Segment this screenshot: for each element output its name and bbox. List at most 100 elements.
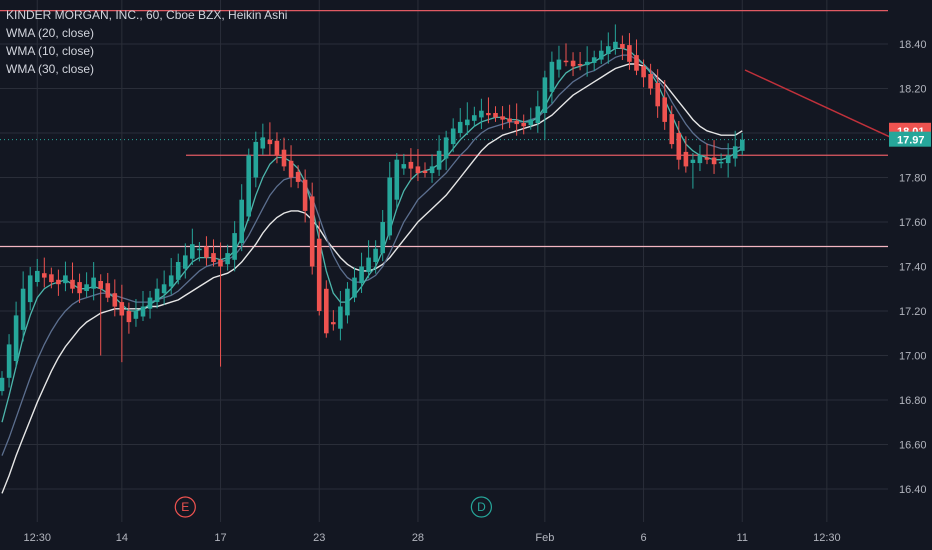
- candle-body: [91, 277, 96, 289]
- time-tick-label: 23: [313, 532, 325, 544]
- candle-body: [683, 151, 689, 167]
- candle-body: [507, 118, 512, 122]
- candle-body: [648, 74, 653, 89]
- candle-body: [599, 50, 604, 60]
- candle-body: [140, 306, 146, 317]
- candle-body: [479, 110, 484, 118]
- candle-body: [655, 82, 660, 107]
- candle-body: [472, 115, 477, 121]
- event-marker-circle[interactable]: [470, 496, 492, 518]
- candle-body: [345, 288, 350, 316]
- candle-body: [415, 166, 421, 174]
- candle-body: [295, 171, 301, 182]
- candle-body: [613, 41, 618, 49]
- candle-body: [20, 288, 26, 330]
- candle-body: [253, 141, 259, 178]
- time-tick-label: 12:30: [813, 532, 841, 544]
- candle-body: [288, 160, 294, 178]
- candle-body: [570, 60, 576, 67]
- candle-body: [98, 281, 103, 289]
- price-tick-label: 16.40: [899, 484, 927, 496]
- candle-body: [521, 123, 526, 127]
- candle-body: [197, 248, 202, 251]
- candle-body: [704, 157, 710, 160]
- wma10-line: [1, 47, 743, 423]
- candle-body: [63, 275, 68, 284]
- chart-grid: [0, 0, 888, 522]
- candle-body: [408, 161, 414, 169]
- candle-body: [119, 302, 125, 316]
- candle-body: [556, 59, 562, 70]
- candle-body: [528, 119, 534, 126]
- candle-body: [133, 311, 139, 319]
- candle-body: [591, 57, 597, 63]
- candle-body: [634, 55, 639, 71]
- symbol-title[interactable]: KINDER MORGAN, INC., 60, Cboe BZX, Heiki…: [6, 8, 288, 22]
- price-badge-bg: [889, 131, 931, 147]
- time-axis[interactable]: 12:30 14 17 23 28 Feb 6 11 12:30: [23, 532, 840, 544]
- wma20-label[interactable]: WMA (20, close): [6, 26, 95, 40]
- candle-body: [316, 238, 322, 311]
- candle-body: [577, 64, 583, 66]
- candle-body: [380, 222, 385, 254]
- price-tick-label: 17.40: [899, 262, 927, 274]
- candle-body: [147, 297, 153, 309]
- trend-line[interactable]: [744, 69, 891, 138]
- candle-body: [422, 170, 428, 173]
- candle-body: [641, 66, 646, 78]
- price-tick-label: 16.80: [899, 395, 927, 407]
- candle-body: [563, 60, 569, 63]
- candle-body: [42, 273, 47, 278]
- time-tick-label: 6: [640, 532, 646, 544]
- candle-body: [662, 97, 667, 122]
- candle-body: [309, 196, 315, 267]
- price-tick-label: 17.00: [899, 351, 927, 363]
- price-tick-label: 17.80: [899, 173, 927, 185]
- wma10-label[interactable]: WMA (10, close): [6, 44, 95, 58]
- chart-legend: KINDER MORGAN, INC., 60, Cboe BZX, Heiki…: [6, 6, 287, 78]
- candle-body: [697, 155, 703, 164]
- candle-body: [232, 233, 237, 260]
- candle-body: [366, 257, 371, 273]
- candle-body: [0, 377, 5, 392]
- candle-body: [606, 46, 611, 54]
- candle-body: [77, 282, 82, 294]
- candle-body: [84, 284, 89, 291]
- candle-body: [457, 121, 463, 133]
- price-axis[interactable]: 18.4018.2018.0017.8017.6017.4017.2017.00…: [899, 39, 927, 496]
- time-tick-label: 11: [737, 532, 748, 544]
- candle-body: [450, 128, 456, 145]
- candle-body: [711, 157, 717, 165]
- candle-body: [246, 155, 251, 217]
- candle-body: [175, 262, 181, 280]
- wma30-label[interactable]: WMA (30, close): [6, 62, 95, 76]
- candle-body: [584, 61, 590, 66]
- candle-body: [112, 293, 118, 307]
- wma20-line: [1, 54, 743, 456]
- candle-body: [514, 120, 519, 125]
- price-badge-label: 17.97: [897, 135, 925, 147]
- candle-body: [394, 159, 400, 200]
- candle-body: [190, 244, 195, 259]
- candle-body: [56, 279, 61, 285]
- price-tick-label: 18.20: [899, 84, 927, 96]
- time-tick-label: 28: [412, 532, 424, 544]
- time-tick-label: Feb: [535, 532, 554, 544]
- price-tick-label: 18.40: [899, 39, 927, 51]
- candle-body: [535, 106, 541, 123]
- candle-body: [168, 275, 174, 287]
- candle-body: [281, 149, 287, 167]
- event-marker-circle[interactable]: [174, 496, 196, 518]
- candle-body: [324, 288, 329, 334]
- candle-body: [627, 45, 632, 62]
- candle-body: [274, 140, 280, 156]
- price-tick-label: 16.60: [899, 440, 927, 452]
- candle-body: [105, 283, 111, 298]
- candle-body: [493, 113, 498, 118]
- candle-body: [13, 315, 19, 361]
- candle-body: [549, 61, 555, 92]
- wma30-line: [1, 63, 743, 494]
- candle-body: [302, 179, 308, 211]
